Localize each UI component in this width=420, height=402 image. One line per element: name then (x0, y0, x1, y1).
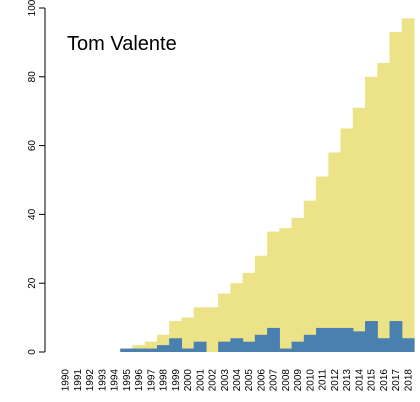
x-tick-label-2000: 2000 (183, 369, 194, 392)
bar-annual-2009 (291, 341, 305, 352)
bar-cumulative-2001 (193, 307, 207, 352)
bar-cumulative-2013 (340, 128, 354, 352)
bar-annual-2004 (230, 338, 244, 352)
x-tick-label-2004: 2004 (232, 369, 243, 392)
x-tick-label-1999: 1999 (171, 369, 182, 392)
bar-annual-2006 (254, 334, 268, 352)
series-cumulative-layer (120, 18, 415, 353)
bar-cumulative-2009 (291, 217, 305, 352)
bar-cumulative-2004 (230, 283, 244, 352)
bar-annual-2014 (352, 331, 366, 352)
bar-annual-1999 (169, 338, 183, 352)
bar-annual-2007 (267, 327, 280, 352)
bar-cumulative-2018 (401, 18, 415, 352)
y-tick-label-100: 100 (27, 0, 38, 16)
bar-cumulative-2016 (377, 63, 391, 352)
x-tick-label-2007: 2007 (269, 369, 280, 392)
bar-annual-2001 (193, 341, 207, 352)
bar-cumulative-1997 (144, 341, 158, 352)
bar-cumulative-2003 (218, 293, 231, 352)
x-tick-label-2012: 2012 (330, 369, 341, 392)
x-tick-label-2018: 2018 (403, 369, 414, 392)
x-tick-label-1991: 1991 (73, 369, 84, 392)
bar-annual-2008 (279, 348, 293, 352)
x-tick-label-2014: 2014 (354, 369, 365, 392)
bar-cumulative-2008 (279, 228, 293, 352)
x-tick-label-2009: 2009 (293, 369, 304, 392)
bar-annual-1995 (120, 348, 134, 352)
x-tick-label-2011: 2011 (318, 369, 329, 391)
bar-annual-1996 (132, 348, 146, 352)
bar-cumulative-2015 (365, 76, 378, 353)
x-tick-label-2003: 2003 (220, 369, 231, 392)
x-tick-label-2008: 2008 (281, 369, 292, 392)
x-tick-label-2016: 2016 (379, 369, 390, 392)
y-tick-label-40: 40 (27, 208, 38, 220)
x-tick-label-1996: 1996 (134, 369, 145, 392)
y-axis: 0 20 40 60 80 100 (27, 0, 46, 355)
bar-annual-2018 (401, 338, 415, 352)
bar-annual-2016 (377, 338, 391, 352)
y-tick-label-80: 80 (27, 71, 38, 83)
bar-annual-2012 (328, 327, 342, 352)
x-tick-label-1994: 1994 (110, 369, 121, 392)
bar-cumulative-2011 (316, 176, 329, 352)
x-tick-label-1995: 1995 (122, 369, 133, 392)
x-tick-label-2013: 2013 (342, 369, 353, 392)
bar-annual-1997 (144, 348, 158, 352)
x-tick-label-1997: 1997 (146, 369, 157, 392)
bar-annual-1998 (156, 345, 170, 352)
series-annual-layer (120, 321, 415, 352)
bar-annual-2017 (389, 321, 403, 352)
x-tick-label-1998: 1998 (159, 369, 170, 392)
bar-annual-2015 (365, 321, 378, 352)
x-tick-label-1993: 1993 (97, 369, 108, 392)
x-axis: 1990 1991 1992 1993 1994 1995 1996 1997 1998 1999… (61, 369, 415, 392)
y-tick-label-60: 60 (27, 140, 38, 152)
bar-annual-2005 (242, 341, 256, 352)
bar-annual-2011 (316, 327, 329, 352)
x-tick-label-2015: 2015 (367, 369, 378, 392)
x-tick-label-2017: 2017 (391, 369, 402, 392)
bar-cumulative-2012 (328, 152, 342, 352)
x-tick-label-1990: 1990 (61, 369, 72, 392)
bar-cumulative-2000 (181, 317, 195, 352)
bar-cumulative-2006 (254, 255, 268, 352)
bar-cumulative-2007 (267, 231, 280, 352)
bar-annual-2013 (340, 327, 354, 352)
x-tick-label-2005: 2005 (244, 369, 255, 392)
bar-cumulative-2002 (205, 307, 219, 352)
x-tick-label-2006: 2006 (256, 369, 267, 392)
bar-cumulative-2017 (389, 32, 403, 352)
chart-title: Tom Valente (67, 33, 177, 55)
x-tick-label-2002: 2002 (208, 369, 219, 392)
bar-cumulative-2005 (242, 272, 256, 352)
bar-cumulative-2010 (303, 200, 317, 352)
bar-annual-2010 (303, 334, 317, 352)
x-tick-label-2010: 2010 (305, 369, 316, 392)
y-tick-label-0: 0 (27, 349, 38, 355)
bar-annual-2000 (181, 348, 195, 352)
y-tick-label-20: 20 (27, 277, 38, 289)
bar-cumulative-2014 (352, 107, 366, 352)
x-tick-label-2001: 2001 (195, 369, 206, 392)
bar-annual-2003 (218, 341, 231, 352)
x-tick-label-1992: 1992 (85, 369, 96, 392)
